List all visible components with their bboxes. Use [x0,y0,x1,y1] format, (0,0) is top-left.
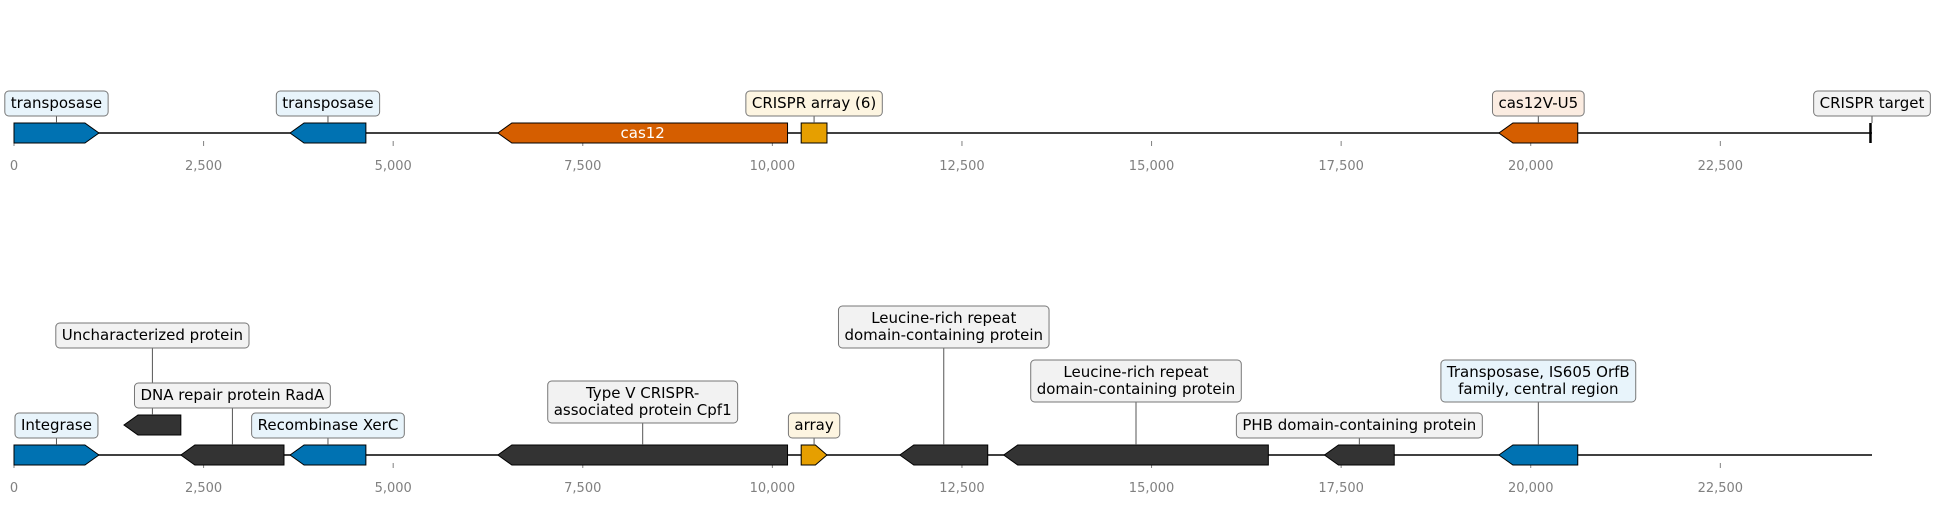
gene-arrow [800,122,828,144]
label-box [745,90,883,117]
gene-label: transposase [11,94,102,112]
label-box [837,305,1050,349]
label-box [1440,359,1637,403]
gene-label: Uncharacterized protein [62,326,243,344]
gene-label: transposase [282,94,373,112]
label-box [4,90,109,117]
gene-feature: Integrase [13,412,100,466]
gene-arrow [289,122,367,144]
gene-arrow [800,444,828,466]
label-box [787,412,841,439]
label-box [55,322,250,349]
bottom-track: 0 2,500 5,000 7,500 10,000 12,500 15,000 17,500… [10,305,1872,496]
tick-label: 5,000 [375,159,412,174]
gene-feature: Transposase, IS605 OrfB family, central r… [1440,359,1637,466]
gene-feature: Type V CRISPR-associated protein Cpf1 [496,380,789,466]
tick-label: 0 [10,481,18,496]
tick-label: 12,500 [939,481,985,496]
tick-label: 10,000 [750,481,796,496]
tick-label: 17,500 [1318,159,1364,174]
gene-arrow [13,444,100,466]
gene-label: CRISPR array (6) [752,94,876,112]
gene-feature: array [787,412,841,466]
top-track: 0 2,500 5,000 7,500 10,000 12,500 15,000 17,500… [4,90,1931,174]
gene-feature: transposase [275,90,381,144]
gene-label: Integrase [21,416,92,434]
gene-arrow [1002,444,1269,466]
label-box [275,90,381,117]
tick-label: 17,500 [1318,481,1364,496]
tick-label: 0 [10,159,18,174]
gene-label: Type V CRISPR-associated protein Cpf1 [554,384,732,419]
tick-label: 2,500 [185,159,222,174]
label-box [251,412,405,439]
gene-feature: Leucine-rich repeat domain-containing pro… [1002,359,1269,466]
gene-feature: Recombinase XerC [251,412,405,466]
gene-arrow [1498,122,1579,144]
tick-label: 5,000 [375,481,412,496]
gene-arrow [898,444,989,466]
gene-feature: cas12V-U5 [1491,90,1585,144]
gene-feature: PHB domain-containing protein [1235,412,1483,466]
gene-label: cas12 [621,124,665,142]
label-box [547,380,739,424]
gene-arrow [123,414,182,436]
gene-label: DNA repair protein RadA [140,386,325,404]
gene-arrow [1498,444,1579,466]
gene-feature: CRISPR array (6) [745,90,883,144]
gene-feature: Uncharacterized protein [55,322,250,436]
tick-label: 2,500 [185,481,222,496]
tick-label: 15,000 [1129,481,1175,496]
gene-arrow [496,122,789,144]
tick-label: 7,500 [564,481,601,496]
label-box [1813,90,1931,117]
gene-arrow [179,444,285,466]
label-box [1030,359,1242,403]
gene-arrow [1323,444,1395,466]
tick-label: 10,000 [750,159,796,174]
gene-arrow [289,444,367,466]
tick-label: 22,500 [1698,481,1744,496]
gene-label: cas12V-U5 [1498,94,1578,112]
gene-arrow [13,122,100,144]
gene-arrow [496,444,789,466]
label-box [1491,90,1585,117]
gene-label: Transposase, IS605 OrfB family, central r… [1446,363,1630,398]
gene-label: Leucine-rich repeat domain-containing pro… [844,309,1043,344]
gene-feature: CRISPR target [1813,90,1931,143]
gene-label: CRISPR target [1820,94,1925,112]
gene-feature: cas12 [496,122,789,144]
tick-label: 20,000 [1508,159,1554,174]
gene-feature: Leucine-rich repeat domain-containing pro… [837,305,1050,466]
gene-feature: DNA repair protein RadA [133,382,331,466]
label-box [14,412,99,439]
tick-label: 22,500 [1698,159,1744,174]
gene-label: Recombinase XerC [258,416,399,434]
tick-label: 7,500 [564,159,601,174]
tick-label: 20,000 [1508,481,1554,496]
gene-feature: transposase [4,90,109,144]
label-box [1235,412,1483,439]
tick-label: 15,000 [1129,159,1175,174]
gene-label: PHB domain-containing protein [1242,416,1476,434]
tick-label: 12,500 [939,159,985,174]
label-box [133,382,331,409]
gene-label: array [794,416,833,434]
gene-label: Leucine-rich repeat domain-containing pro… [1037,363,1236,398]
